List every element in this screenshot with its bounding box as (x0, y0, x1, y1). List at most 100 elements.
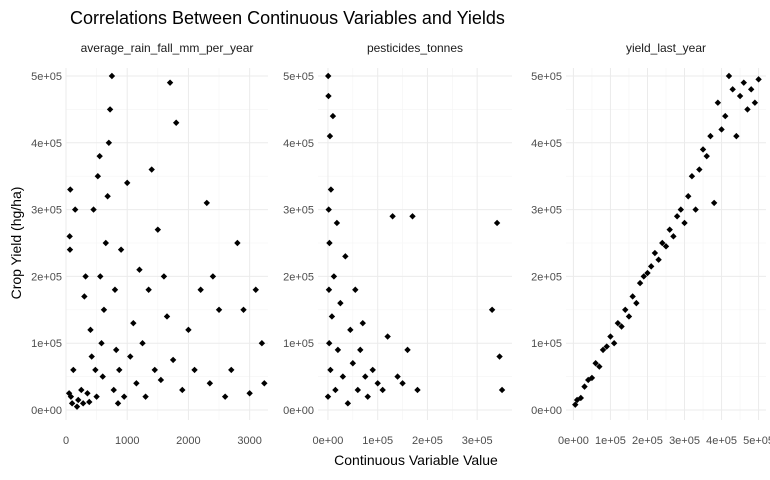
x-tick-label: 3e+05 (462, 435, 493, 447)
data-point (234, 239, 241, 247)
data-point (166, 79, 174, 86)
data-point (172, 119, 180, 126)
data-point (130, 319, 137, 327)
data-point (66, 246, 74, 253)
data-point (228, 366, 235, 374)
data-point (692, 206, 699, 213)
facet-strip-label: yield_last_year (626, 41, 706, 55)
data-point (333, 219, 341, 227)
data-point (342, 253, 349, 260)
y-tick-label: 0e+00 (283, 405, 314, 417)
data-point (755, 76, 762, 83)
data-point (117, 246, 125, 253)
data-point (246, 390, 253, 397)
data-point (603, 343, 610, 350)
data-point (116, 366, 123, 374)
y-tick-label: 2e+05 (283, 271, 314, 283)
data-point (394, 373, 401, 380)
data-point (102, 239, 109, 247)
data-point (374, 380, 381, 387)
data-point (577, 394, 585, 402)
data-point (725, 72, 733, 80)
data-point (581, 383, 588, 390)
data-point (81, 293, 88, 300)
data-point (75, 396, 82, 404)
data-point (488, 306, 496, 313)
data-point (84, 390, 91, 397)
x-tick-label: 3e+05 (669, 435, 700, 447)
data-point (685, 193, 692, 200)
y-tick-label: 3e+05 (283, 205, 314, 217)
data-point (710, 199, 718, 207)
x-tick-label: 2e+05 (412, 435, 443, 447)
data-point (662, 243, 670, 250)
data-point (221, 393, 229, 400)
data-point (92, 366, 99, 374)
data-point (703, 152, 710, 160)
x-tick-label: 2e+05 (632, 435, 663, 447)
data-point (688, 173, 696, 180)
data-point (625, 313, 633, 320)
x-tick-label: 1e+05 (362, 435, 393, 447)
data-point (362, 373, 369, 380)
data-point (73, 403, 81, 410)
y-tick-label: 1e+05 (531, 338, 562, 350)
data-point (610, 340, 618, 347)
data-point (733, 132, 740, 140)
data-point (124, 179, 131, 187)
data-point (104, 193, 111, 200)
data-point (339, 373, 347, 380)
data-point (93, 393, 100, 400)
data-point (100, 306, 108, 313)
x-tick-label: 0 (63, 435, 69, 447)
y-tick-label: 5e+05 (283, 71, 314, 83)
data-point (747, 86, 755, 93)
data-point (98, 340, 105, 347)
data-point (329, 112, 337, 120)
data-point (585, 376, 592, 384)
data-point (326, 239, 333, 247)
data-point (729, 86, 736, 93)
data-point (644, 269, 651, 277)
data-point (111, 286, 119, 293)
data-point (82, 273, 89, 280)
data-point (79, 400, 87, 407)
data-point (744, 106, 751, 113)
data-point (206, 380, 214, 387)
data-point (696, 166, 703, 173)
y-axis-title: Crop Yield (hg/ha) (8, 187, 24, 300)
data-point (327, 186, 335, 193)
data-point (88, 353, 95, 360)
data-point (142, 393, 149, 400)
y-tick-label: 0e+00 (531, 405, 562, 417)
data-point (736, 92, 744, 100)
data-point (112, 346, 120, 354)
y-tick-label: 1e+05 (283, 338, 314, 350)
data-point (110, 386, 117, 394)
data-point (325, 92, 332, 100)
data-point (108, 72, 116, 80)
x-axis-title: Continuous Variable Value (334, 452, 498, 468)
data-point (498, 386, 506, 394)
data-point (493, 219, 501, 227)
data-point (114, 400, 122, 407)
data-point (496, 353, 503, 360)
y-tick-label: 5e+05 (31, 71, 62, 83)
data-point (636, 279, 644, 287)
data-point (607, 333, 614, 340)
data-point (86, 398, 93, 406)
data-point (157, 376, 165, 384)
x-tick-label: 0e+00 (558, 435, 589, 447)
data-point (659, 239, 666, 247)
data-point (139, 340, 146, 347)
data-point (325, 206, 332, 213)
data-point (588, 374, 596, 382)
data-point (99, 373, 106, 380)
data-point (337, 299, 344, 307)
data-point (185, 326, 192, 334)
data-point (127, 353, 134, 360)
data-point (673, 213, 681, 220)
data-point (154, 226, 162, 233)
y-tick-label: 4e+05 (531, 138, 562, 150)
